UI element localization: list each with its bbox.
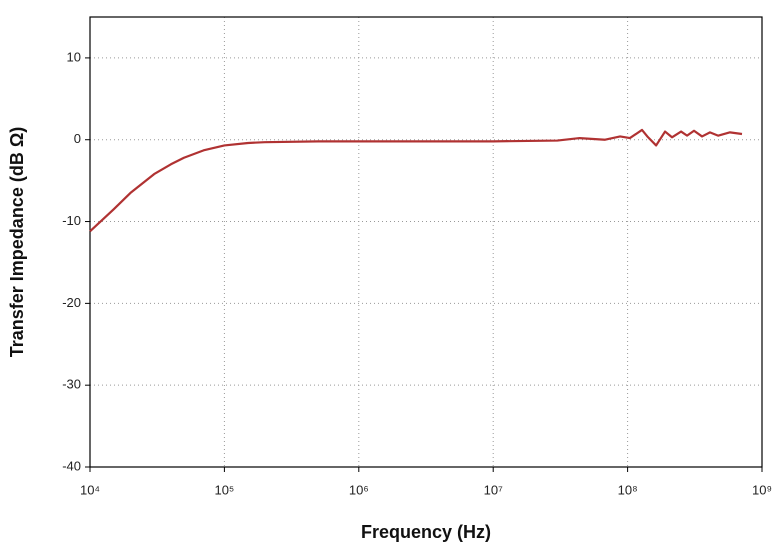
- y-axis-title: Transfer Impedance (dB Ω): [7, 127, 27, 357]
- x-tick-label: 10⁸: [618, 482, 638, 497]
- y-tick-label: -40: [62, 458, 81, 473]
- x-tick-label: 10⁹: [752, 482, 772, 497]
- x-tick-label: 10⁴: [80, 482, 100, 497]
- x-tick-label: 10⁶: [349, 482, 369, 497]
- x-axis-title: Frequency (Hz): [361, 522, 491, 542]
- y-tick-label: -10: [62, 213, 81, 228]
- plot-frame: [89, 16, 763, 468]
- y-tick-label: 10: [67, 49, 81, 64]
- data-line: [89, 128, 743, 233]
- x-tick-label: 10⁷: [484, 482, 503, 497]
- y-tick-label: -20: [62, 295, 81, 310]
- y-tick-label: -30: [62, 377, 81, 392]
- x-tick-label: 10⁵: [214, 482, 234, 497]
- y-tick-label: 0: [74, 131, 81, 146]
